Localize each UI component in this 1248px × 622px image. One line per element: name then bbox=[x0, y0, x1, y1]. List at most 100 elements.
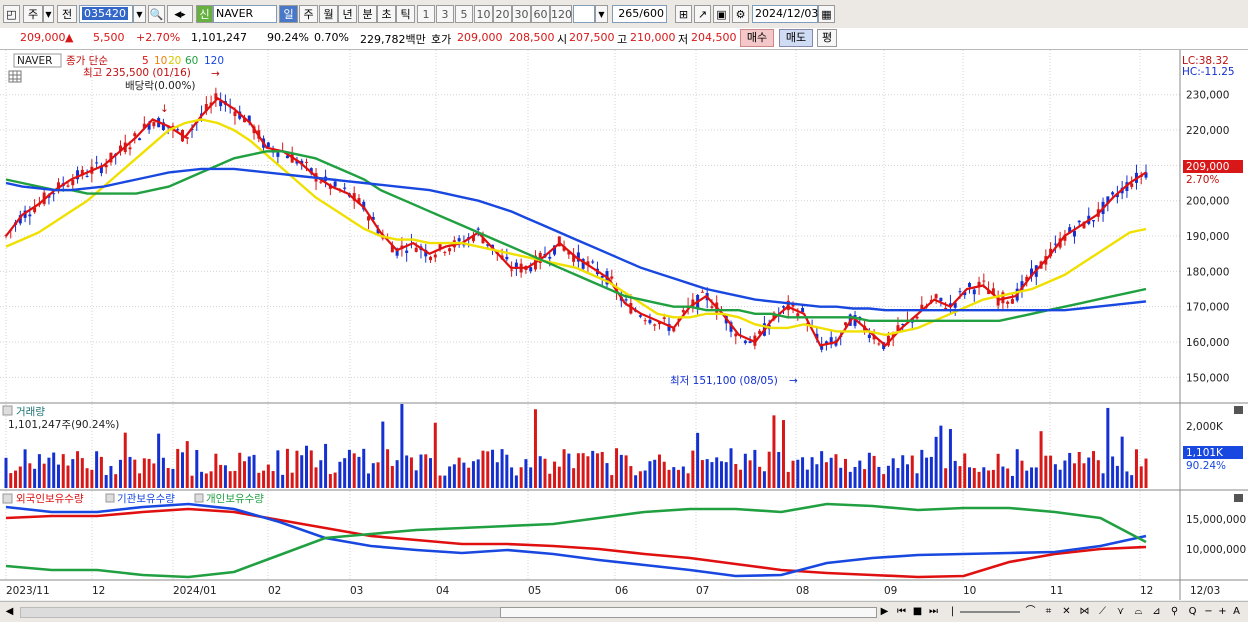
stop-icon[interactable]: ■ bbox=[912, 606, 923, 617]
interval-30[interactable]: 30 bbox=[512, 5, 531, 23]
holding-panel-close-icon[interactable] bbox=[1234, 494, 1243, 502]
period-month[interactable]: 월 bbox=[319, 5, 338, 23]
volume-panel-close-icon[interactable] bbox=[1234, 406, 1243, 414]
zoom-slider-icon[interactable]: | bbox=[950, 606, 955, 617]
holding-panel-icon[interactable] bbox=[2, 493, 13, 504]
period-week[interactable]: 주 bbox=[299, 5, 318, 23]
volume-bar bbox=[1044, 455, 1048, 488]
volume-bar bbox=[1111, 456, 1115, 488]
volume-bar bbox=[271, 471, 275, 488]
chart-svg[interactable]: NAVER 종가 단순 5 10 20 60 120 최고 235,500 (0… bbox=[0, 50, 1248, 600]
volume-bar bbox=[343, 458, 347, 488]
text-tool-icon[interactable]: A bbox=[1233, 606, 1240, 617]
draw-channel-icon[interactable]: ⌗ bbox=[1045, 606, 1052, 617]
draw-fan-icon[interactable]: ⋎ bbox=[1116, 606, 1125, 617]
volume-bar bbox=[142, 458, 146, 488]
draw-fib-icon[interactable]: ⋈ bbox=[1079, 606, 1090, 617]
panel-table-icon[interactable] bbox=[8, 70, 22, 83]
x-axis-label: 09 bbox=[884, 585, 897, 597]
plus-icon[interactable]: + bbox=[1218, 606, 1227, 617]
code-dropdown-icon[interactable]: ▼ bbox=[133, 5, 146, 23]
candle-body bbox=[438, 242, 442, 249]
draw-cross-icon[interactable]: ✕ bbox=[1062, 606, 1071, 617]
draw-trend-icon[interactable]: ⟋ bbox=[1099, 606, 1106, 617]
search-icon[interactable]: 🔍 bbox=[148, 5, 165, 23]
window-menu-icon[interactable]: ◰ bbox=[3, 5, 20, 23]
shin-badge[interactable]: 신 bbox=[196, 5, 213, 23]
scroll-left-icon[interactable]: ◀ bbox=[5, 606, 14, 617]
date-field[interactable]: 2024/12/03 bbox=[752, 5, 818, 23]
jeon-button[interactable]: 전 bbox=[57, 5, 77, 23]
interval-1[interactable]: 1 bbox=[417, 5, 435, 23]
fast-forward-icon[interactable]: ⏭ bbox=[929, 606, 938, 617]
volume-bar bbox=[52, 452, 56, 488]
buy-button[interactable]: 매수 bbox=[740, 29, 774, 47]
candle-body bbox=[118, 145, 122, 152]
period-minute[interactable]: 분 bbox=[358, 5, 377, 23]
draw-tool-icon[interactable]: ↗ bbox=[694, 5, 711, 23]
volume-bar bbox=[1053, 464, 1057, 488]
stock-code-input[interactable]: 035420 bbox=[79, 5, 133, 23]
zoom-in-icon[interactable]: ⚲ bbox=[1170, 606, 1179, 617]
draw-line-icon[interactable]: ⌒ bbox=[1025, 606, 1036, 617]
volume-ratio: 90.24% bbox=[267, 31, 309, 44]
data-count-field[interactable]: 265/600 bbox=[612, 5, 667, 23]
zoom-slider[interactable] bbox=[960, 611, 1020, 613]
x-axis-label: 07 bbox=[696, 585, 709, 597]
volume-bar bbox=[429, 458, 433, 488]
ma-legend-120: 120 bbox=[204, 55, 224, 67]
candle-body bbox=[33, 207, 37, 213]
candle-body bbox=[624, 299, 628, 301]
chart-type-icon[interactable]: ⊞ bbox=[675, 5, 692, 23]
zoom-reset-icon[interactable]: Q bbox=[1188, 606, 1197, 617]
volume-bar bbox=[891, 458, 895, 488]
interval-dropdown-icon[interactable]: ▼ bbox=[595, 5, 608, 23]
period-second[interactable]: 초 bbox=[377, 5, 396, 23]
candle-body bbox=[505, 256, 509, 260]
volume-bar bbox=[1006, 468, 1010, 488]
scroll-right-icon[interactable]: ▶ bbox=[880, 606, 889, 617]
hoga-bid: 208,500 bbox=[509, 31, 555, 44]
sell-button[interactable]: 매도 bbox=[779, 29, 813, 47]
rewind-icon[interactable]: ⏮ bbox=[897, 606, 906, 617]
candle-body bbox=[953, 302, 957, 308]
interval-5[interactable]: 5 bbox=[455, 5, 473, 23]
volume-bar bbox=[791, 460, 795, 488]
candle-body bbox=[1106, 196, 1110, 204]
period-tick[interactable]: 틱 bbox=[396, 5, 415, 23]
mode-select[interactable]: 주 bbox=[23, 5, 43, 23]
stock-name-field[interactable]: NAVER bbox=[213, 5, 277, 23]
volume-panel-icon[interactable] bbox=[2, 405, 13, 416]
chart-area[interactable]: NAVER 종가 단순 5 10 20 60 120 최고 235,500 (0… bbox=[0, 50, 1248, 600]
pyeong-button[interactable]: 평 bbox=[817, 29, 837, 47]
interval-3[interactable]: 3 bbox=[436, 5, 454, 23]
candle-body bbox=[128, 147, 132, 150]
volume-bar bbox=[438, 475, 442, 488]
minus-icon[interactable]: − bbox=[1204, 606, 1213, 617]
volume-bar bbox=[14, 470, 18, 488]
scroll-bar[interactable]: ◀ ▶ ⏮ ■ ⏭ | ⌒ ⌗ ✕ ⋈ ⟋ ⋎ ⌓ ⊿ ⚲ Q − + A bbox=[0, 601, 1248, 622]
interval-20[interactable]: 20 bbox=[493, 5, 512, 23]
scroll-thumb[interactable] bbox=[500, 607, 877, 618]
candle-body bbox=[548, 256, 552, 259]
interval-10[interactable]: 10 bbox=[474, 5, 493, 23]
gear-icon[interactable]: ⚙ bbox=[732, 5, 749, 23]
volume-bar bbox=[824, 462, 828, 488]
draw-gann-icon[interactable]: ⊿ bbox=[1152, 606, 1161, 617]
draw-arc-icon[interactable]: ⌓ bbox=[1134, 606, 1143, 617]
legend-foreign: 외국인보유수량 bbox=[16, 493, 84, 505]
hoga-label: 호가 bbox=[431, 33, 452, 46]
volume-bar bbox=[510, 467, 514, 488]
mode-dropdown-icon[interactable]: ▼ bbox=[43, 5, 54, 23]
custom-interval-input[interactable] bbox=[573, 5, 595, 23]
volume-bar bbox=[810, 457, 814, 488]
calendar-icon[interactable]: ▦ bbox=[818, 5, 835, 23]
volume-bar bbox=[285, 448, 289, 488]
period-year[interactable]: 년 bbox=[338, 5, 357, 23]
interval-60[interactable]: 60 bbox=[531, 5, 550, 23]
sound-icon[interactable]: ◀▸ bbox=[167, 5, 193, 23]
ma-legend-20: 20 bbox=[168, 55, 181, 67]
save-icon[interactable]: ▣ bbox=[713, 5, 730, 23]
period-day[interactable]: 일 bbox=[279, 5, 298, 23]
interval-120[interactable]: 120 bbox=[550, 5, 572, 23]
